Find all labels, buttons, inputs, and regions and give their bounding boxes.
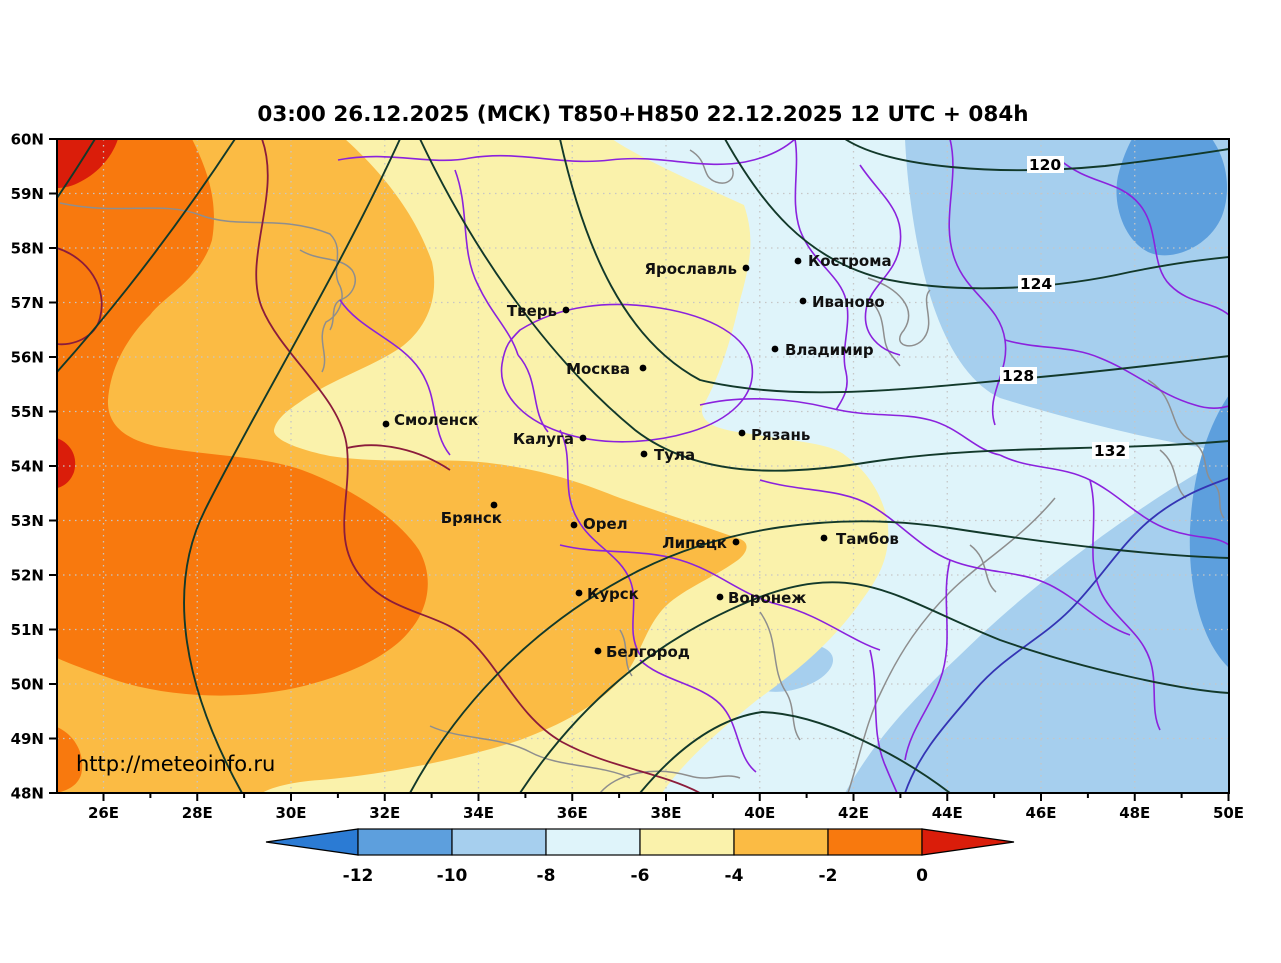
- city-dot-yaroslavl: [742, 264, 750, 272]
- colorbar-tick: -12: [343, 866, 374, 886]
- colorbar-swatch-m12-m10: [357, 828, 453, 856]
- city-dot-ryazan: [738, 429, 746, 437]
- contour-label-124: 124: [1020, 275, 1053, 293]
- lat-tick-label: 53N: [11, 512, 44, 530]
- city-dot-moscow: [639, 364, 647, 372]
- city-dot-tambov: [820, 534, 828, 542]
- lat-tick-label: 49N: [11, 730, 44, 748]
- colorbar-tick: 0: [916, 866, 928, 886]
- city-label-kaluga: Калуга: [513, 430, 574, 448]
- lat-tick-label: 50N: [11, 676, 44, 694]
- lon-tick-label: 28E: [182, 804, 213, 822]
- temperature-colorbar: [265, 828, 1015, 856]
- city-dot-kursk: [575, 589, 583, 597]
- colorbar-swatch-m2-0: [827, 828, 923, 856]
- city-dot-kostroma: [794, 257, 802, 265]
- contour-label-128: 128: [1002, 367, 1034, 385]
- lon-tick-label: 48E: [1119, 804, 1150, 822]
- city-dot-bryansk: [490, 501, 498, 509]
- lat-tick-label: 59N: [11, 185, 44, 203]
- lon-tick-label: 26E: [88, 804, 119, 822]
- lat-tick-label: 60N: [11, 131, 44, 149]
- city-dot-tula: [640, 450, 648, 458]
- lon-tick-label: 40E: [744, 804, 775, 822]
- city-label-lipetsk: Липецк: [662, 534, 727, 552]
- city-dot-ivanovo: [799, 297, 807, 305]
- city-label-moscow: Москва: [566, 360, 630, 378]
- city-dot-lipetsk: [732, 538, 740, 546]
- latitude-axis-labels: 60N 59N 58N 57N 56N 55N 54N 53N 52N 51N …: [11, 131, 44, 803]
- colorbar-swatch-m10-m8: [451, 828, 547, 856]
- lon-tick-label: 30E: [275, 804, 306, 822]
- lat-tick-label: 58N: [11, 240, 44, 258]
- lat-tick-label: 54N: [11, 458, 44, 476]
- city-dot-tver: [562, 306, 570, 314]
- city-label-vladimir: Владимир: [785, 341, 874, 359]
- lat-tick-label: 48N: [11, 785, 44, 803]
- colorbar-tick: -8: [537, 866, 556, 886]
- watermark-url: http://meteoinfo.ru: [76, 752, 275, 776]
- city-label-yaroslavl: Ярославль: [644, 260, 737, 278]
- city-markers: [382, 257, 828, 655]
- lon-tick-label: 36E: [557, 804, 588, 822]
- lat-tick-label: 57N: [11, 294, 44, 312]
- contour-label-120: 120: [1029, 156, 1062, 174]
- colorbar-arrow-above-0: [921, 828, 1015, 856]
- country-border-southeast: [904, 477, 1229, 793]
- lon-tick-label: 34E: [463, 804, 494, 822]
- city-label-tula: Тула: [654, 446, 695, 464]
- city-label-kursk: Курск: [587, 585, 639, 603]
- colorbar-tick-labels: -12 -10 -8 -6 -4 -2 0: [343, 866, 928, 886]
- colorbar-tick: -6: [631, 866, 650, 886]
- city-label-belgorod: Белгород: [606, 643, 690, 661]
- graticule-grid: [57, 139, 1229, 793]
- lon-tick-label: 38E: [650, 804, 681, 822]
- fill-region-m12-m10: [1116, 139, 1229, 668]
- lat-tick-label: 51N: [11, 621, 44, 639]
- lon-tick-label: 44E: [932, 804, 963, 822]
- lon-tick-label: 50E: [1213, 804, 1244, 822]
- region-borders: [337, 139, 1229, 793]
- city-dot-voronezh: [716, 593, 724, 601]
- city-label-ivanovo: Иваново: [812, 293, 885, 311]
- city-dot-vladimir: [771, 345, 779, 353]
- contour-label-132: 132: [1094, 442, 1126, 460]
- river-lines: [59, 149, 1225, 793]
- city-label-tver: Тверь: [507, 302, 557, 320]
- lon-tick-label: 32E: [369, 804, 400, 822]
- colorbar-arrow-below-m12: [265, 828, 359, 856]
- lat-tick-label: 56N: [11, 349, 44, 367]
- colorbar-swatch-m8-m6: [545, 828, 641, 856]
- city-labels: Ярославль Кострома Тверь Иваново Владими…: [394, 252, 899, 661]
- city-label-tambov: Тамбов: [836, 530, 899, 548]
- city-label-kostroma: Кострома: [808, 252, 892, 270]
- city-dot-kaluga: [579, 434, 587, 442]
- lon-tick-label: 42E: [838, 804, 869, 822]
- lat-tick-label: 52N: [11, 567, 44, 585]
- axis-ticks: [49, 138, 1230, 801]
- city-dot-smolensk: [382, 420, 390, 428]
- lat-tick-label: 55N: [11, 403, 44, 421]
- country-borders: [57, 139, 701, 793]
- fill-region-m2-0: [57, 139, 428, 793]
- city-label-smolensk: Смоленск: [394, 411, 478, 429]
- lon-tick-label: 46E: [1025, 804, 1056, 822]
- city-dot-belgorod: [594, 647, 602, 655]
- colorbar-tick: -2: [819, 866, 838, 886]
- colorbar-tick: -10: [437, 866, 468, 886]
- city-label-voronezh: Воронеж: [728, 589, 806, 607]
- colorbar-swatch-m4-m2: [733, 828, 829, 856]
- city-label-bryansk: Брянск: [441, 509, 502, 527]
- city-label-orel: Орел: [583, 515, 628, 533]
- height-contour-lines: [57, 139, 1229, 793]
- city-dot-orel: [570, 521, 578, 529]
- colorbar-swatch-m6-m4: [639, 828, 735, 856]
- contour-labels: 120 124 128 132: [1000, 156, 1129, 460]
- longitude-axis-labels: 26E 28E 30E 32E 34E 36E 38E 40E 42E 44E …: [88, 804, 1244, 822]
- colorbar-tick: -4: [725, 866, 744, 886]
- city-label-ryazan: Рязань: [751, 426, 810, 444]
- page-title: 03:00 26.12.2025 (МСК) T850+H850 22.12.2…: [257, 102, 1028, 127]
